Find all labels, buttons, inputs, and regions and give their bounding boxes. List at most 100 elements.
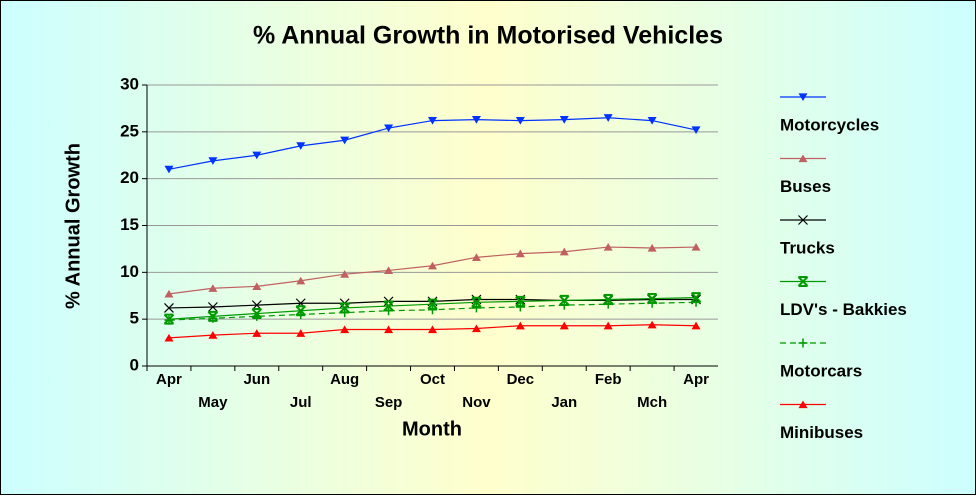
legend-marker [797,276,809,287]
point-marker [647,298,657,308]
point-marker [340,325,350,334]
point-marker [384,325,394,334]
point-marker [252,311,262,321]
point-marker [208,313,218,323]
point-marker [164,315,174,325]
x-tick-label: Oct [420,371,445,388]
point-marker [559,294,570,306]
point-marker [296,142,306,150]
x-tick-label: Mch [637,394,667,411]
point-marker [252,151,262,160]
point-marker [471,296,482,308]
point-marker [515,116,525,125]
point-marker [602,293,614,305]
x-axis-label: Month [402,418,462,440]
point-marker [515,249,525,258]
point-marker [603,242,613,251]
point-marker [471,324,481,333]
point-marker [515,302,525,312]
legend-marker [798,154,808,163]
legend-marker [798,338,808,348]
y-tick-label: 30 [120,74,139,93]
point-marker [647,320,657,329]
x-tick-label: Jan [551,394,577,411]
y-axis-label: % Annual Growth [62,143,84,309]
y-tick-label: 0 [130,355,139,374]
point-marker [471,303,481,313]
legend-marker [798,400,808,409]
x-tick-label: Apr [156,371,182,388]
point-marker [647,243,657,252]
point-marker [603,114,613,122]
point-marker [691,242,701,251]
point-marker [428,116,437,125]
y-tick-label: 20 [120,168,139,187]
point-marker [515,295,526,307]
point-marker [164,165,174,174]
x-tick-label: Sep [375,394,403,411]
point-marker [690,292,702,304]
point-marker [384,124,394,133]
point-marker [340,136,350,145]
point-marker [647,116,657,125]
y-tick-label: 10 [120,262,139,281]
point-marker [559,247,569,256]
point-marker [296,276,306,285]
point-marker [559,116,569,124]
point-marker [428,305,437,315]
point-marker [208,157,218,165]
point-marker [164,303,174,313]
point-marker [164,333,174,342]
x-tick-label: May [198,394,228,411]
x-tick-label: Jun [243,371,270,388]
point-marker [383,300,394,312]
x-tick-label: Aug [330,371,359,388]
point-marker [252,282,262,290]
point-marker [603,321,613,330]
point-marker [427,298,438,310]
point-marker [559,300,569,310]
point-marker [384,306,394,316]
x-tick-label: Nov [462,394,491,411]
legend-marker [798,93,808,102]
chart-title: % Annual Growth in Motorised Vehicles [253,22,723,50]
point-marker [339,302,350,314]
point-marker [340,270,350,278]
x-tick-label: Apr [683,371,709,388]
y-tick-label: 5 [130,309,139,328]
point-marker [428,261,437,270]
point-marker [515,321,525,330]
legend-label: Buses [780,177,831,196]
point-marker [428,325,437,334]
point-marker [471,116,481,124]
point-marker [208,331,218,339]
point-marker [691,126,701,135]
point-marker [384,266,394,275]
point-marker [646,293,658,305]
point-marker [340,308,350,318]
legend-label: Motorcars [780,361,862,380]
legend-label: Minibuses [780,423,863,442]
point-marker [296,329,306,337]
legend-label: Trucks [780,238,835,257]
x-tick-label: Jul [290,394,312,411]
x-tick-label: Dec [507,371,535,388]
point-marker [252,329,262,337]
y-tick-label: 15 [120,215,139,234]
point-marker [559,321,569,330]
point-marker [296,309,306,319]
point-marker [603,299,613,309]
point-marker [691,297,701,307]
point-marker [164,289,174,298]
point-marker [208,284,218,292]
point-marker [471,253,481,261]
x-tick-label: Feb [595,371,622,388]
y-tick-label: 25 [120,121,139,140]
legend-label: LDV's - Bakkies [780,300,907,319]
legend-label: Motorcycles [780,115,879,134]
point-marker [691,321,701,330]
point-marker [207,302,218,312]
legend-marker [798,215,808,225]
